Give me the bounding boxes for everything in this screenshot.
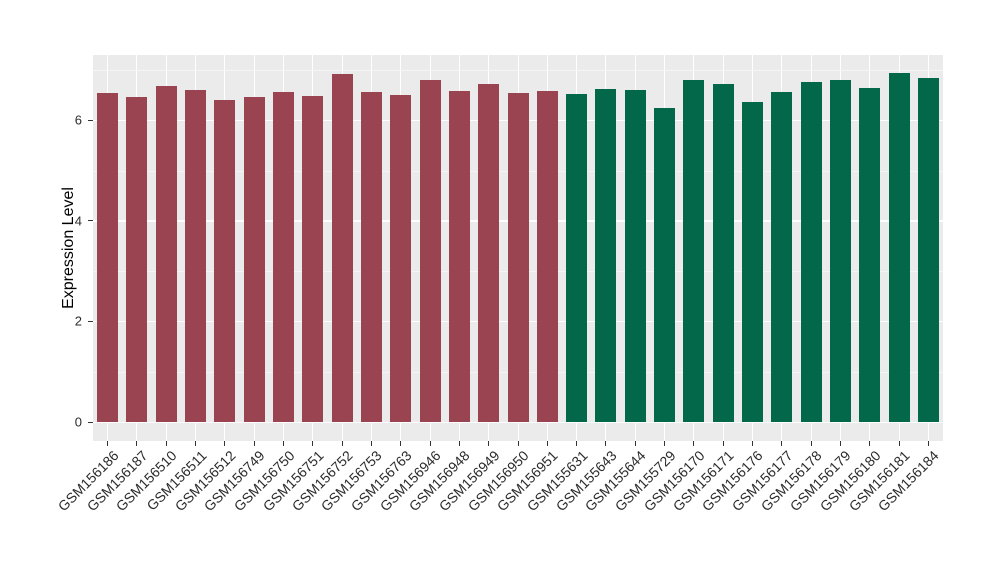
x-tick-mark [605, 441, 607, 446]
x-tick-mark [810, 441, 812, 446]
y-tick-label: 4 [74, 213, 82, 229]
h-gridline-minor [93, 69, 943, 71]
plot-panel [93, 55, 943, 441]
x-tick-mark [898, 441, 900, 446]
bar [859, 87, 881, 422]
bar [536, 90, 558, 422]
bar [712, 84, 734, 422]
x-tick-mark [458, 441, 460, 446]
x-tick-mark [693, 441, 695, 446]
x-tick-mark [400, 441, 402, 446]
bar [595, 89, 617, 422]
y-axis-title: Expression Level [60, 187, 77, 309]
x-tick-mark [429, 441, 431, 446]
bar [654, 108, 676, 422]
x-tick-mark [370, 441, 372, 446]
bar [214, 99, 236, 422]
bar [771, 91, 793, 422]
x-tick-mark [634, 441, 636, 446]
y-tick-mark [88, 119, 93, 121]
x-tick-mark [253, 441, 255, 446]
h-gridline-major [93, 421, 943, 423]
bar [507, 92, 529, 422]
x-tick-mark [224, 441, 226, 446]
bar [448, 91, 470, 422]
x-tick-mark [839, 441, 841, 446]
x-tick-mark [107, 441, 109, 446]
bar [683, 80, 705, 422]
x-tick-mark [927, 441, 929, 446]
x-tick-mark [664, 441, 666, 446]
x-tick-mark [136, 441, 138, 446]
x-tick-mark [312, 441, 314, 446]
y-tick-label: 0 [74, 414, 82, 430]
y-tick-mark [88, 320, 93, 322]
bar [243, 97, 265, 422]
x-tick-mark [517, 441, 519, 446]
bar [302, 96, 324, 422]
x-tick-mark [781, 441, 783, 446]
y-tick-label: 6 [74, 112, 82, 128]
bar [800, 81, 822, 422]
bar [185, 89, 207, 422]
bar [419, 80, 441, 422]
bar [360, 92, 382, 422]
y-tick-mark [88, 421, 93, 423]
bar [390, 94, 412, 422]
bar [478, 84, 500, 422]
bar [331, 74, 353, 422]
bar [917, 78, 939, 422]
y-tick-mark [88, 220, 93, 222]
x-tick-mark [576, 441, 578, 446]
bar [126, 96, 148, 422]
bar [624, 90, 646, 422]
y-tick-label: 2 [74, 313, 82, 329]
x-tick-mark [751, 441, 753, 446]
bar [97, 92, 119, 422]
bar [741, 101, 763, 422]
x-tick-mark [869, 441, 871, 446]
bar [888, 73, 910, 422]
bar [566, 93, 588, 422]
x-tick-mark [722, 441, 724, 446]
x-tick-mark [546, 441, 548, 446]
x-tick-mark [341, 441, 343, 446]
x-tick-mark [195, 441, 197, 446]
bar [829, 80, 851, 422]
x-tick-mark [488, 441, 490, 446]
bar [273, 91, 295, 422]
bar [155, 85, 177, 422]
x-tick-mark [165, 441, 167, 446]
x-tick-mark [283, 441, 285, 446]
